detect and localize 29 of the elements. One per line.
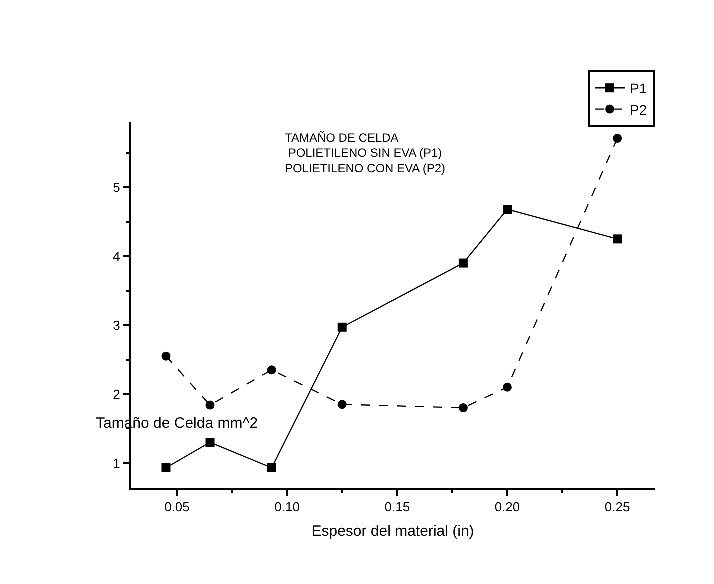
x-tick-label: 0.25 [604,500,630,515]
x-tick-label: 0.10 [274,500,300,515]
point [502,382,512,392]
point [613,234,622,244]
x-tick-label: 0.20 [494,500,520,515]
point [267,464,276,473]
x-axis-title: Espesor del material (in) [312,523,474,540]
point [267,366,276,375]
text: POLIETILENO SIN EVA (P1) POLIETILENO CON EVA (P2) [285,146,446,176]
point [206,438,215,448]
y-tick-label: 5 [113,180,120,196]
point [458,258,468,268]
y-tick-label: 2 [113,386,120,402]
legend-label: P1 [630,80,648,97]
x-tick-label: 0.05 [164,500,190,515]
point [613,134,622,144]
point [338,322,347,332]
y-tick-label: 4 [113,248,120,264]
text: TAMAÑO DE CELDA [285,131,399,145]
point [502,205,512,214]
point [458,404,468,413]
point [338,400,347,410]
y-tick-label: 3 [113,318,120,333]
point [162,464,171,473]
point [162,352,171,361]
point [206,400,215,410]
legend-label: P2 [630,102,648,118]
x-tick-label: 0.15 [384,500,410,515]
y-tick-label: 1 [113,456,120,471]
